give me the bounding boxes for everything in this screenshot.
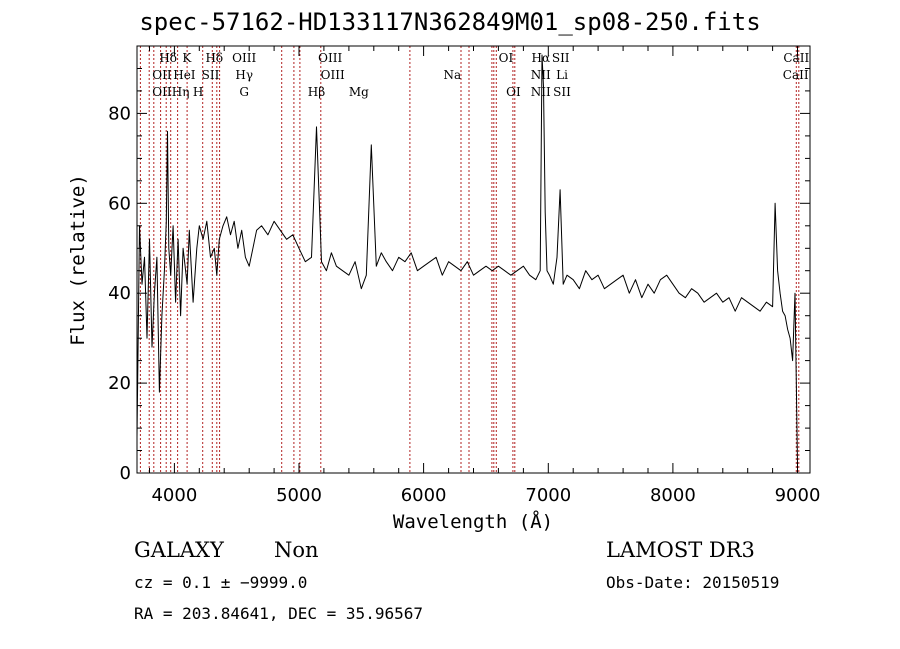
survey-name: LAMOST DR3 <box>606 538 755 562</box>
line-label: NII <box>531 68 551 82</box>
spectrum-line <box>136 54 798 465</box>
line-label: Hδ <box>159 51 177 65</box>
x-tick-label: 6000 <box>401 485 447 506</box>
line-label: SII <box>202 68 220 82</box>
object-subclass: Non <box>274 538 319 562</box>
y-tick-label: 20 <box>108 373 131 394</box>
line-label: SII <box>552 51 570 65</box>
line-label: SII <box>553 85 571 99</box>
x-tick-label: 7000 <box>525 485 571 506</box>
y-tick-label: 40 <box>108 283 131 304</box>
x-axis-label: Wavelength (Å) <box>393 510 553 533</box>
plot-frame <box>136 45 811 474</box>
line-label: CaII <box>783 68 809 82</box>
line-label: NII <box>531 85 551 99</box>
x-tick-label: 5000 <box>276 485 322 506</box>
line-label: CaII <box>783 51 809 65</box>
x-tick-label: 9000 <box>775 485 821 506</box>
y-axis-label: Flux (relative) <box>67 174 89 346</box>
line-label: H <box>193 85 203 99</box>
line-label: OIII <box>318 51 342 65</box>
line-label: Hα <box>532 51 551 65</box>
line-label: Hβ <box>308 85 325 99</box>
line-label: Hη <box>172 85 190 99</box>
coordinates: RA = 203.84641, DEC = 35.96567 <box>134 604 423 623</box>
obs-date: Obs-Date: 20150519 <box>606 573 780 592</box>
line-label: OII <box>152 68 172 82</box>
y-tick-label: 60 <box>108 193 131 214</box>
line-label: K <box>182 51 192 65</box>
line-label: Mg <box>349 85 369 99</box>
line-label: HeI <box>173 68 196 82</box>
line-label: OIII <box>321 68 345 82</box>
line-label: Hδ <box>205 51 223 65</box>
y-tick-label: 0 <box>120 463 131 484</box>
y-tick-label: 80 <box>108 103 131 124</box>
x-tick-label: 8000 <box>650 485 696 506</box>
line-label: Li <box>556 68 568 82</box>
line-label: OII <box>152 85 172 99</box>
line-label: Na <box>443 68 461 82</box>
redshift-readout: cz = 0.1 ± −9999.0 <box>134 573 308 592</box>
line-label: OIII <box>232 51 256 65</box>
line-label: OI <box>506 85 521 99</box>
line-label: Hγ <box>235 68 253 82</box>
x-tick-label: 4000 <box>151 485 197 506</box>
line-label: G <box>239 85 249 99</box>
chart-title: spec-57162-HD133117N362849M01_sp08-250.f… <box>139 8 761 36</box>
object-class: GALAXY <box>134 538 224 562</box>
line-label: OI <box>499 51 514 65</box>
